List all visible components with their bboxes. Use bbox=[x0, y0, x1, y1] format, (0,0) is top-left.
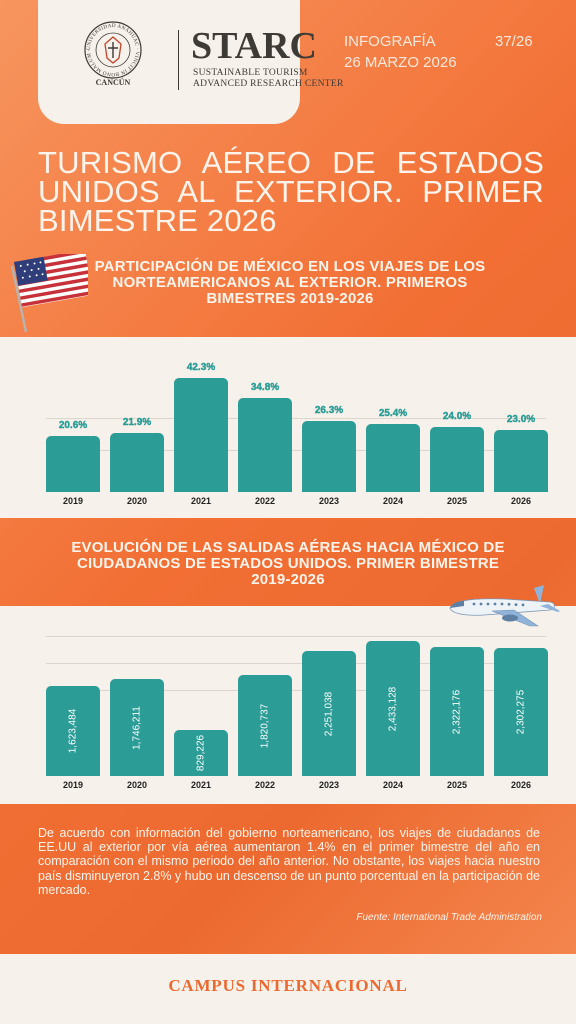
chart1-bar bbox=[46, 436, 100, 492]
chart1-tick-label: 2023 bbox=[318, 496, 340, 506]
footer-label: CAMPUS INTERNACIONAL bbox=[168, 976, 408, 995]
chart2-data-label: 2,251,038 bbox=[323, 691, 335, 736]
chart2-tick-label: 2024 bbox=[382, 780, 404, 790]
chart2-gridline bbox=[46, 636, 546, 637]
chart2-data-label: 2,302,275 bbox=[515, 689, 527, 735]
logo-card: UNIVERSIDAD ANÁHUAC · VINCIT IN BONO MAL… bbox=[38, 0, 343, 124]
chart1-bar bbox=[302, 421, 356, 492]
infographic-number: 37/26 bbox=[495, 33, 533, 50]
chart2-bar bbox=[366, 641, 420, 776]
chart2-bar bbox=[46, 686, 100, 776]
chart1-title: PARTICIPACIÓN DE MÉXICO EN LOS VIAJES DE… bbox=[94, 258, 486, 307]
chart2-bar bbox=[110, 679, 164, 776]
source-note: Fuente: International Trade Administrati… bbox=[356, 912, 542, 923]
chart2-tick-label: 2021 bbox=[190, 780, 212, 790]
chart1-gridline bbox=[46, 450, 546, 451]
chart1-data-label: 26.3% bbox=[314, 405, 344, 416]
chart2-gridline bbox=[46, 663, 546, 664]
chart1-tick-label: 2026 bbox=[510, 496, 532, 506]
chart1-data-label: 21.9% bbox=[122, 417, 152, 428]
chart1-data-label: 34.8% bbox=[250, 382, 280, 393]
brand-name: STARC bbox=[191, 25, 317, 67]
chart1-data-label: 42.3% bbox=[186, 362, 216, 373]
chart1-tick-label: 2024 bbox=[382, 496, 404, 506]
chart1-bar bbox=[430, 427, 484, 492]
university-seal-icon: UNIVERSIDAD ANÁHUAC · VINCIT IN BONO MAL… bbox=[84, 21, 142, 79]
seal-city: CANCÚN bbox=[95, 78, 131, 87]
chart2-tick-label: 2026 bbox=[510, 780, 532, 790]
chart2-gridline bbox=[46, 690, 546, 691]
page-title: TURISMO AÉREO DE ESTADOS UNIDOS AL EXTER… bbox=[38, 145, 544, 238]
chart2-data-label: 1,623,484 bbox=[67, 708, 79, 754]
chart1-tick-label: 2025 bbox=[446, 496, 468, 506]
chart2-tick-label: 2020 bbox=[126, 780, 148, 790]
logo-divider bbox=[178, 30, 179, 90]
chart1-tick-label: 2019 bbox=[62, 496, 84, 506]
brand-subtitle-1: SUSTAINABLE TOURISM bbox=[193, 68, 308, 78]
chart2-data-label: 1,820,737 bbox=[259, 703, 271, 748]
chart2-bar bbox=[238, 675, 292, 776]
chart2-bar bbox=[494, 648, 548, 776]
airplane-icon bbox=[449, 585, 560, 627]
chart1-data-label: 25.4% bbox=[378, 408, 408, 419]
chart2-tick-label: 2023 bbox=[318, 780, 340, 790]
infographic-label: INFOGRAFÍA bbox=[344, 33, 436, 50]
chart1-bar bbox=[174, 378, 228, 492]
chart1-bar bbox=[238, 398, 292, 492]
chart1-gridline bbox=[46, 418, 546, 419]
chart1-data-label: 20.6% bbox=[58, 420, 88, 431]
chart2-title: EVOLUCIÓN DE LAS SALIDAS AÉREAS HACIA MÉ… bbox=[71, 539, 505, 588]
infographic-date: 26 MARZO 2026 bbox=[344, 54, 457, 71]
us-flag-icon bbox=[10, 254, 88, 333]
chart1-bar bbox=[494, 430, 548, 492]
chart2-bar bbox=[430, 647, 484, 776]
brand-subtitle-2: ADVANCED RESEARCH CENTER bbox=[193, 79, 344, 89]
chart2-tick-label: 2019 bbox=[62, 780, 84, 790]
chart1-tick-label: 2020 bbox=[126, 496, 148, 506]
chart2-data-label: 829,226 bbox=[195, 734, 207, 772]
chart1-data-label: 24.0% bbox=[442, 411, 472, 422]
chart2-tick-label: 2022 bbox=[254, 780, 276, 790]
chart1-data-label: 23.0% bbox=[506, 414, 536, 425]
chart1-bar bbox=[366, 424, 420, 492]
chart2-data-label: 2,322,176 bbox=[451, 689, 463, 734]
summary-text: De acuerdo con información del gobierno … bbox=[38, 826, 540, 897]
chart1-tick-label: 2022 bbox=[254, 496, 276, 506]
chart2-data-label: 1,746,211 bbox=[131, 705, 143, 750]
chart1-bar bbox=[110, 433, 164, 492]
chart2-bar bbox=[174, 730, 228, 776]
chart2-bar bbox=[302, 651, 356, 776]
chart2-data-label: 2,433,128 bbox=[387, 686, 399, 731]
footer-bar bbox=[0, 954, 576, 1024]
chart2-tick-label: 2025 bbox=[446, 780, 468, 790]
chart1-tick-label: 2021 bbox=[190, 496, 212, 506]
